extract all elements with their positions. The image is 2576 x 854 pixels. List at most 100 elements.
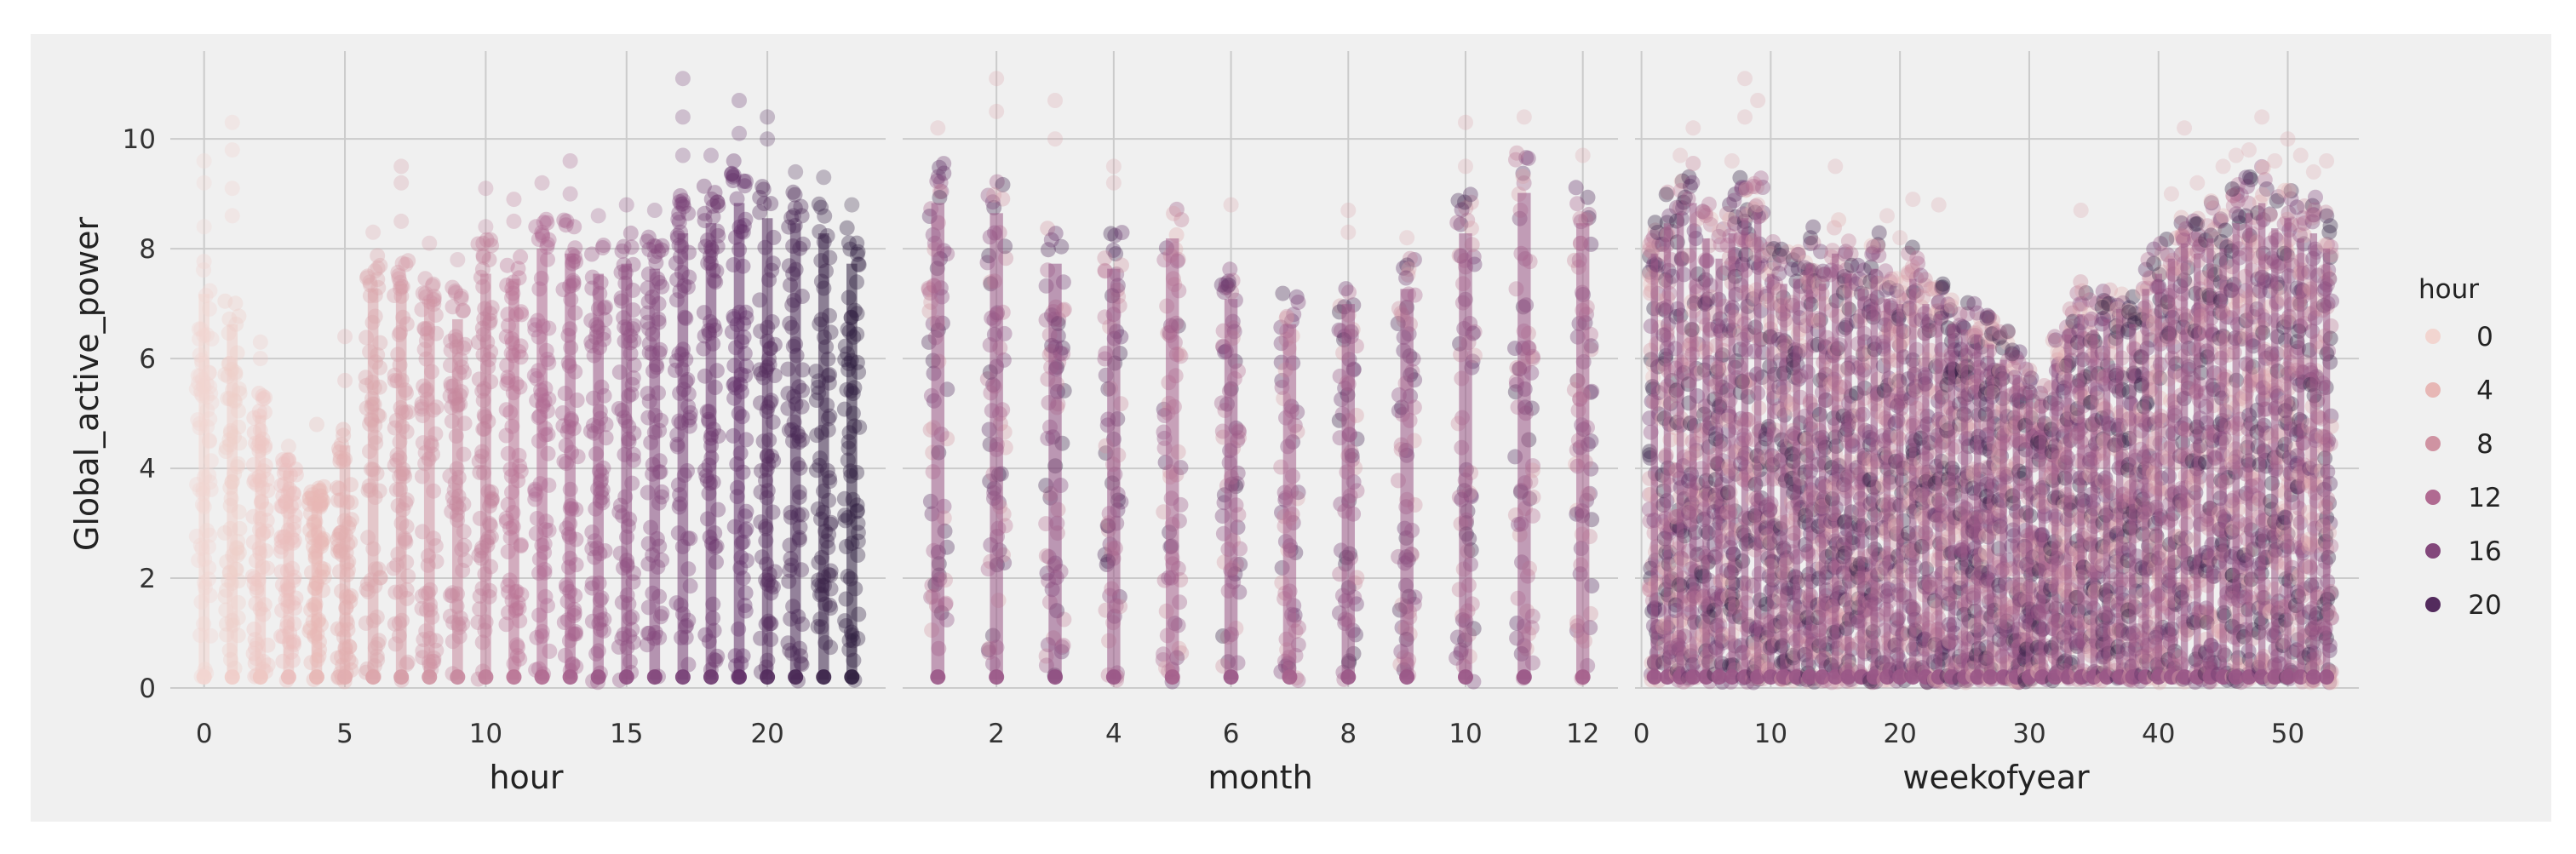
data-point	[541, 232, 557, 248]
data-column-core	[1224, 299, 1238, 680]
data-point	[506, 669, 522, 685]
data-point	[1399, 669, 1415, 685]
outlier-point	[674, 147, 691, 163]
data-point	[453, 290, 469, 307]
data-point	[362, 274, 378, 290]
x-tick-label: 10	[1754, 719, 1787, 749]
data-point	[483, 232, 498, 248]
data-point	[275, 452, 291, 467]
data-point	[674, 669, 691, 685]
data-point	[417, 271, 433, 287]
outlier-point	[816, 169, 832, 186]
data-point	[417, 285, 433, 301]
outlier-point	[1892, 230, 1908, 246]
outlier-point	[844, 197, 860, 213]
data-point	[227, 295, 244, 312]
data-point	[839, 220, 855, 236]
data-point	[590, 669, 606, 685]
data-point	[280, 451, 296, 467]
data-point	[316, 479, 332, 495]
data-point	[391, 267, 407, 284]
data-column-core	[1741, 218, 1749, 680]
data-point	[251, 386, 267, 401]
data-point	[1097, 250, 1113, 267]
outlier-point	[393, 213, 410, 229]
data-point	[513, 249, 529, 265]
x-tick-label: 10	[1449, 719, 1482, 749]
outlier-point	[506, 192, 522, 208]
outlier-point	[478, 181, 494, 197]
data-column	[330, 329, 359, 690]
x-tick-label: 10	[469, 719, 502, 749]
data-point	[455, 303, 471, 319]
data-point	[303, 484, 319, 500]
data-point	[697, 205, 713, 221]
data-point	[337, 669, 353, 685]
data-point	[1658, 186, 1674, 203]
data-point	[594, 240, 611, 255]
x-tick-label: 40	[2142, 719, 2175, 749]
outlier-point	[1047, 93, 1064, 108]
outlier-point	[422, 235, 438, 251]
data-point	[1580, 189, 1596, 205]
data-point	[221, 311, 238, 327]
data-point	[535, 228, 551, 244]
data-point	[1047, 669, 1064, 685]
outlier-point	[788, 163, 804, 180]
data-point	[255, 391, 271, 407]
data-point	[304, 487, 320, 503]
data-point	[562, 669, 578, 685]
data-point	[455, 302, 471, 318]
outlier-point	[1879, 208, 1895, 224]
data-point	[1338, 281, 1354, 297]
data-column-core	[227, 324, 238, 680]
data-point	[816, 669, 832, 685]
outlier-point	[760, 131, 776, 147]
data-point	[540, 236, 555, 252]
data-point	[932, 190, 948, 205]
data-point	[731, 669, 748, 685]
data-column	[386, 158, 416, 688]
outlier-point	[590, 208, 606, 224]
outlier-point	[1399, 230, 1415, 246]
data-column	[244, 334, 276, 685]
data-point	[763, 196, 779, 212]
data-point	[217, 293, 233, 309]
outlier-point	[337, 329, 353, 345]
data-point	[1913, 267, 1929, 284]
outlier-point	[506, 213, 522, 229]
y-axis-label: Global_active_power	[68, 217, 106, 552]
data-point	[616, 238, 632, 255]
data-point	[481, 252, 497, 267]
data-point	[584, 246, 600, 262]
data-column-core	[1650, 253, 1658, 680]
data-point	[556, 212, 572, 228]
outlier-point	[365, 224, 382, 240]
outlier-point	[703, 147, 719, 163]
data-point	[623, 239, 640, 255]
data-point	[372, 257, 388, 273]
data-column-core	[931, 203, 945, 680]
data-point	[391, 271, 407, 287]
data-column-core	[990, 213, 1003, 680]
data-column-core	[621, 263, 633, 680]
data-column	[273, 438, 304, 688]
data-point	[447, 283, 463, 299]
data-column-core	[1048, 263, 1062, 680]
data-point	[359, 270, 375, 286]
data-column	[358, 224, 388, 685]
x-tick-label: 4	[1105, 719, 1122, 749]
data-column-core	[733, 203, 745, 680]
data-point	[1290, 295, 1306, 310]
data-point	[475, 235, 491, 251]
data-point	[534, 669, 550, 685]
outlier-point	[1737, 71, 1753, 87]
data-column-core	[1400, 289, 1414, 680]
data-point	[986, 187, 1002, 203]
data-column-core	[1690, 203, 1697, 680]
data-point	[394, 255, 410, 272]
data-point	[278, 452, 295, 468]
data-column-core	[452, 318, 463, 680]
x-tick-label: 20	[750, 719, 783, 749]
data-point	[1509, 145, 1525, 161]
